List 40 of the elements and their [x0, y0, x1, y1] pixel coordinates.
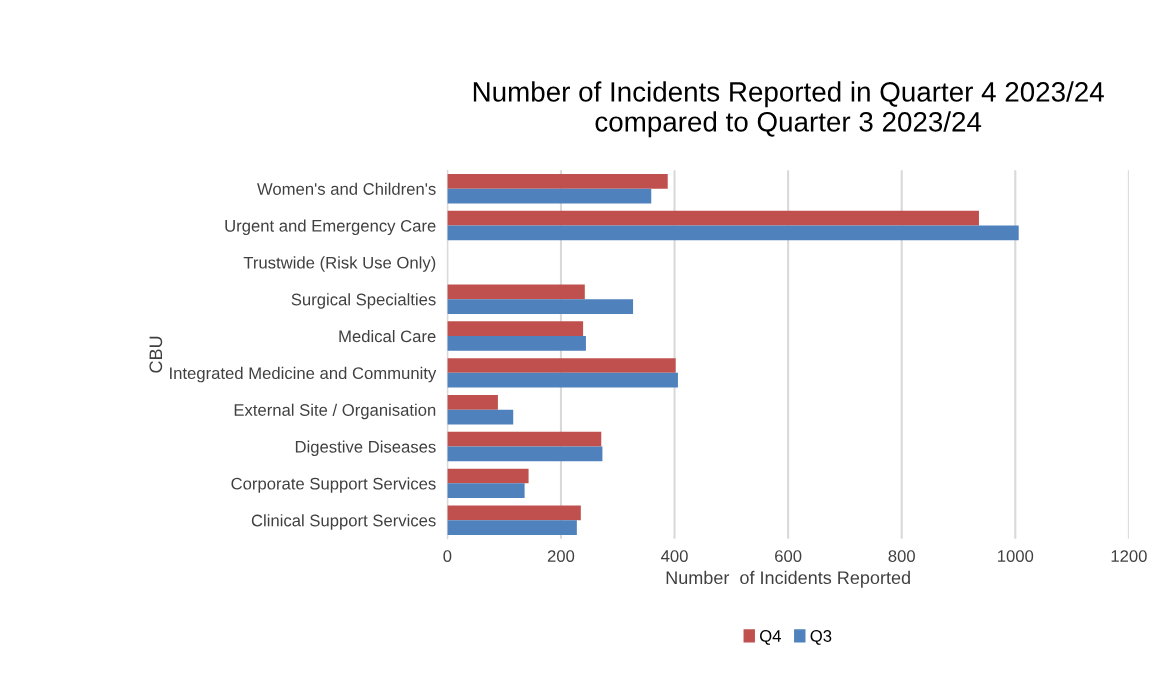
bar	[447, 358, 676, 373]
bar	[447, 225, 1019, 241]
x-tick-label: 800	[888, 550, 915, 562]
bar	[447, 409, 514, 425]
y-tick-label: Urgent and Emergency Care	[225, 219, 436, 236]
bar	[447, 336, 586, 351]
y-axis-title: CBU	[149, 336, 163, 373]
bar	[447, 284, 585, 300]
y-tick-label: Clinical Support Services	[251, 514, 436, 530]
x-tick-label: 200	[547, 550, 575, 562]
bar	[447, 505, 581, 521]
legend-label: Q4	[760, 630, 781, 645]
bar	[447, 468, 529, 484]
bar	[447, 372, 678, 388]
chart-title: Number of Incidents Reported in Quarter 4 2023/24 compared to Quarter 3 2023/24	[473, 81, 1104, 138]
x-axis-title: Number of Incidents Reported	[666, 570, 910, 588]
x-tick-label: 400	[661, 550, 688, 562]
y-tick-label: Surgical Specialties	[291, 293, 436, 309]
bar	[447, 394, 498, 410]
bar	[447, 321, 584, 337]
y-tick-label: External Site / Organisation	[234, 403, 436, 420]
y-tick-label: Digestive Diseases	[295, 440, 436, 457]
y-tick-label: Medical Care	[339, 329, 436, 343]
x-tick-label: 600	[775, 550, 802, 562]
x-tick-label: 1200	[1111, 550, 1147, 562]
x-tick-label: 1000	[998, 550, 1034, 562]
legend-label: Q3	[810, 630, 832, 645]
y-tick-label: Integrated Medicine and Community	[170, 366, 437, 383]
bar	[447, 173, 668, 189]
bar	[447, 483, 525, 499]
bar	[447, 446, 603, 462]
y-tick-label: Corporate Support Services	[231, 477, 436, 493]
y-tick-label: Women's and Children's	[257, 182, 436, 195]
bar	[447, 431, 602, 447]
bar	[447, 210, 979, 226]
x-tick-label: 0	[443, 550, 452, 562]
y-tick-label: Trustwide (Risk Use Only)	[243, 256, 436, 272]
bar	[447, 299, 634, 314]
bar	[447, 520, 577, 535]
bar	[447, 188, 652, 204]
